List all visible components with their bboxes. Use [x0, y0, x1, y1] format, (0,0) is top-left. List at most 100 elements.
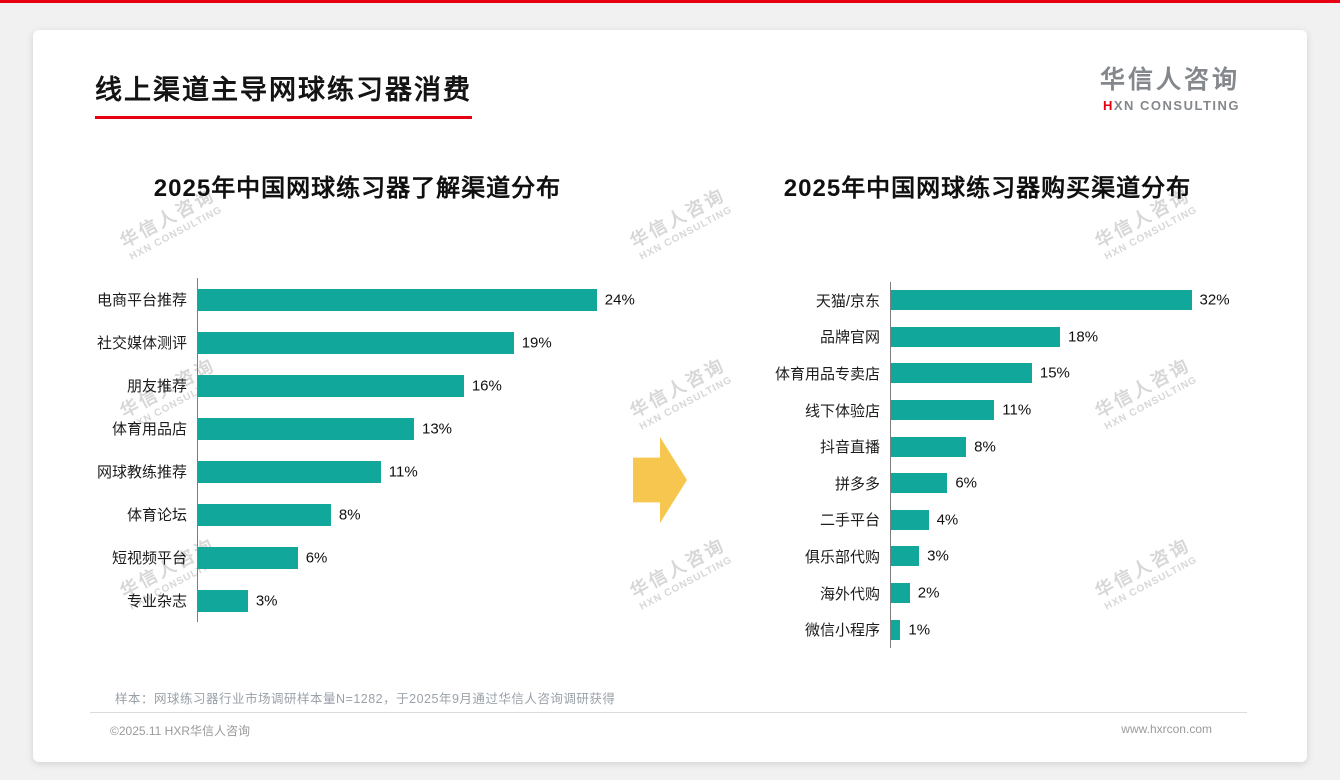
- category-label: 海外代购: [819, 585, 880, 603]
- category-label: 专业杂志: [126, 593, 187, 610]
- bar-track: 24%: [197, 278, 635, 321]
- bar-track: 19%: [197, 321, 630, 364]
- top-accent-line: [0, 0, 1340, 3]
- bar: [891, 619, 901, 640]
- value-label: 4%: [936, 511, 959, 529]
- bar: [198, 503, 331, 526]
- bar: [891, 363, 1032, 384]
- value-label: 3%: [927, 547, 949, 565]
- bar: [198, 374, 464, 397]
- bar: [198, 331, 514, 354]
- category-label: 电商平台推荐: [96, 292, 187, 309]
- value-label: 6%: [955, 474, 978, 492]
- value-label: 24%: [604, 291, 635, 308]
- bar-row: 短视频平台 6%: [85, 536, 630, 579]
- bar-track: 3%: [197, 579, 630, 622]
- bar: [891, 326, 1061, 347]
- category-label: 拼多多: [834, 475, 880, 493]
- bar-row: 品牌官网 18%: [760, 318, 1215, 356]
- value-label: 15%: [1039, 364, 1070, 382]
- category-label: 俱乐部代购: [804, 548, 880, 566]
- logo-en-text: HXN CONSULTING: [1100, 98, 1240, 113]
- category-label: 体育用品专卖店: [774, 365, 880, 383]
- bar-track: 2%: [890, 574, 1215, 612]
- page-title: 线上渠道主导网球练习器消费: [95, 75, 472, 119]
- chart-awareness-title: 2025年中国网球练习器了解渠道分布: [153, 175, 562, 202]
- footer: ©2025.11 HXR华信人咨询 www.hxrcon.com: [110, 722, 1212, 739]
- bar: [891, 290, 1192, 311]
- bar-track: 13%: [197, 407, 630, 450]
- value-label: 3%: [255, 592, 278, 609]
- bar-row: 二手平台 4%: [760, 501, 1215, 539]
- value-label: 11%: [1002, 401, 1032, 419]
- bar: [891, 436, 967, 457]
- bar: [891, 509, 929, 530]
- bar-track: 18%: [890, 318, 1215, 356]
- bar: [198, 288, 597, 311]
- value-label: 6%: [305, 549, 328, 566]
- bar-row: 电商平台推荐 24%: [85, 278, 635, 321]
- bar-row: 俱乐部代购 3%: [760, 538, 1215, 575]
- footer-divider: [90, 712, 1247, 713]
- bar-row: 天猫/京东 32%: [760, 282, 1230, 319]
- bar-track: 16%: [197, 364, 630, 407]
- right-arrow-icon: [633, 437, 687, 523]
- bar-track: 11%: [890, 391, 1215, 429]
- logo: 华信人咨询 HXN CONSULTING: [1100, 60, 1240, 113]
- bar-row: 网球教练推荐 11%: [85, 450, 630, 493]
- website-url: www.hxrcon.com: [1121, 722, 1212, 736]
- card-content: 线上渠道主导网球练习器消费 华信人咨询 HXN CONSULTING 2025年…: [33, 30, 1307, 762]
- value-label: 16%: [471, 377, 502, 394]
- chart-awareness-bars: 电商平台推荐 24% 社交媒体测评 19% 朋友推荐 16% 体育用品店 13% 网球教练推荐 1…: [85, 278, 635, 622]
- value-label: 8%: [974, 438, 996, 456]
- bar-track: 32%: [890, 282, 1230, 319]
- copyright-text: ©2025.11 HXR华信人咨询: [110, 724, 250, 738]
- bar: [198, 417, 414, 440]
- bar-track: 1%: [890, 611, 1215, 648]
- bar-row: 抖音直播 8%: [760, 428, 1215, 465]
- bar-row: 社交媒体测评 19%: [85, 321, 630, 364]
- bar-track: 8%: [890, 428, 1215, 465]
- chart-purchase-channels: 2025年中国网球练习器购买渠道分布 天猫/京东 32% 品牌官网 18% 体育用品专卖…: [760, 168, 1230, 688]
- bar-track: 3%: [890, 538, 1215, 575]
- category-label: 社交媒体测评: [96, 335, 187, 352]
- bar: [198, 460, 381, 483]
- category-label: 天猫/京东: [815, 292, 880, 310]
- sample-note: 样本：网球练习器行业市场调研样本量N=1282，于2025年9月通过华信人咨询调…: [115, 692, 616, 706]
- bar-row: 体育用品专卖店 15%: [760, 355, 1215, 392]
- bar: [891, 583, 910, 604]
- bar-row: 线下体验店 11%: [760, 391, 1215, 429]
- category-label: 微信小程序: [804, 622, 880, 640]
- bar-row: 拼多多 6%: [760, 464, 1215, 502]
- value-label: 1%: [908, 621, 931, 639]
- chart-purchase-bars: 天猫/京东 32% 品牌官网 18% 体育用品专卖店 15% 线下体验店 11% 抖音直播 8% 拼…: [760, 282, 1230, 648]
- value-label: 18%: [1068, 328, 1099, 346]
- chart-awareness-channels: 2025年中国网球练习器了解渠道分布 电商平台推荐 24% 社交媒体测评 19% 朋友推…: [85, 168, 635, 688]
- logo-en-rest: XN CONSULTING: [1113, 98, 1240, 113]
- category-label: 体育论坛: [126, 507, 187, 524]
- value-label: 8%: [338, 506, 361, 523]
- category-label: 网球教练推荐: [96, 464, 187, 481]
- value-label: 13%: [422, 420, 453, 437]
- bar-track: 11%: [197, 450, 630, 493]
- category-label: 品牌官网: [819, 329, 880, 347]
- bar-track: 6%: [890, 464, 1215, 502]
- logo-h-mark: H: [1102, 98, 1114, 113]
- bar: [891, 400, 995, 421]
- bar-row: 专业杂志 3%: [85, 579, 630, 622]
- category-label: 线下体验店: [804, 402, 880, 420]
- bar-row: 海外代购 2%: [760, 574, 1215, 612]
- report-card: 华信人咨询 HXN CONSULTING 华信人咨询 HXN CONSULTING 华信…: [33, 30, 1307, 762]
- category-label: 短视频平台: [111, 550, 187, 567]
- category-label: 朋友推荐: [126, 378, 187, 395]
- chart-purchase-title: 2025年中国网球练习器购买渠道分布: [783, 175, 1192, 202]
- bar-row: 体育论坛 8%: [85, 493, 630, 536]
- bar-row: 朋友推荐 16%: [85, 364, 630, 407]
- bar-track: 4%: [890, 501, 1215, 539]
- value-label: 19%: [521, 334, 552, 351]
- bar: [198, 589, 248, 612]
- bar: [891, 473, 948, 494]
- value-label: 11%: [388, 463, 418, 480]
- value-label: 32%: [1199, 291, 1230, 309]
